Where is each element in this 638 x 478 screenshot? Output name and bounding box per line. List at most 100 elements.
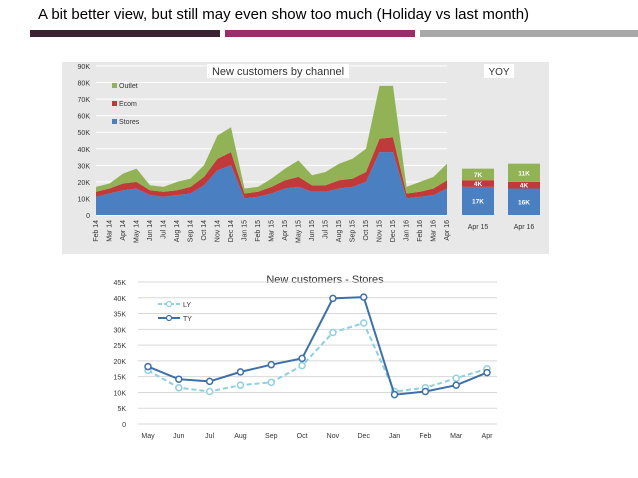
x-tick-label: Sep 15 <box>350 220 357 242</box>
x-tick-label: Oct 15 <box>363 220 370 241</box>
legend-marker-ly <box>165 300 173 308</box>
x-tick-label: Feb 16 <box>417 220 424 242</box>
y-tick-label: 45K <box>114 280 127 287</box>
yoy-bar-label: 4K <box>474 181 483 188</box>
chart-title-box <box>484 64 514 78</box>
x-tick-label: Apr 14 <box>120 220 127 241</box>
x-tick-label: May <box>141 433 155 440</box>
x-tick-label: Apr 16 <box>444 220 451 241</box>
yoy-bar-label: 7K <box>474 172 483 179</box>
legend-label-ty: TY <box>183 316 192 323</box>
yoy-bar-label: 16K <box>518 199 530 206</box>
x-tick-label: Aug 15 <box>336 220 343 242</box>
divider-segment-dark <box>30 30 220 37</box>
legend-label-ly: LY <box>183 302 191 309</box>
y-tick-label: 35K <box>114 312 127 319</box>
yoy-bar-label: 17K <box>472 198 484 205</box>
y-tick-label: 20K <box>78 180 91 187</box>
x-tick-label: May 15 <box>296 220 303 243</box>
data-point-ly <box>267 378 276 387</box>
y-tick-label: 10K <box>78 196 91 203</box>
data-point-ty <box>452 381 460 389</box>
x-tick-label: Sep 14 <box>188 220 195 242</box>
chart-title: New customers - Stores <box>266 274 384 286</box>
y-tick-label: 70K <box>78 97 91 104</box>
x-tick-label: Jul 14 <box>161 220 168 239</box>
x-tick-label: Jan <box>389 433 400 440</box>
data-point-ly <box>298 361 306 370</box>
x-tick-label: Feb 15 <box>255 220 262 242</box>
x-tick-label: Dec 14 <box>228 220 235 242</box>
x-tick-label: Mar 15 <box>269 220 276 242</box>
divider-segment-gray <box>420 30 638 37</box>
x-tick-label: Oct 14 <box>201 220 208 241</box>
y-tick-label: 15K <box>114 375 127 382</box>
area-series-outlet <box>96 85 447 194</box>
yoy-bar-ecom <box>462 180 494 187</box>
x-tick-label: Mar 16 <box>431 220 438 242</box>
y-tick-label: 0 <box>122 422 126 429</box>
data-point-ty <box>359 293 368 301</box>
y-tick-label: 80K <box>78 81 91 88</box>
chart-background <box>456 62 549 254</box>
y-tick-label: 30K <box>114 327 127 334</box>
x-tick-label: Dec 15 <box>390 220 397 242</box>
x-tick-label: Apr 15 <box>282 220 289 241</box>
data-point-ty <box>483 368 491 377</box>
yoy-bar-stores <box>508 188 540 215</box>
x-tick-label: Aug <box>234 433 247 440</box>
chart-title-box <box>207 64 349 78</box>
x-tick-label: Dec <box>358 433 371 440</box>
x-tick-label: Apr 16 <box>514 224 535 231</box>
y-tick-label: 25K <box>114 343 127 350</box>
x-tick-label: Oct <box>297 433 308 440</box>
x-tick-label: Jun 14 <box>147 220 154 241</box>
data-point-ly <box>359 319 368 327</box>
data-point-ty <box>267 360 276 369</box>
data-point-ty <box>298 354 306 363</box>
data-point-ty <box>390 390 399 399</box>
data-point-ty <box>175 375 183 383</box>
title-divider <box>30 30 638 37</box>
y-tick-label: 40K <box>114 296 127 303</box>
yoy-bar-chart: YOY 17K 4K 7K Apr 15 16K 4K 11K Apr 16 <box>456 62 549 254</box>
data-point-ty <box>236 368 245 376</box>
channel-area-chart: 0 10K 20K 30K 40K 50K 60K 70K 80K 90K Feb 14 Mar 1… <box>62 62 457 254</box>
legend-label-ecom: Ecom <box>119 101 137 108</box>
x-tick-label: Mar 14 <box>107 220 114 242</box>
area-series-stores <box>96 152 447 215</box>
legend-swatch-outlet <box>112 83 117 88</box>
data-point-ty <box>329 294 337 303</box>
data-point-ly <box>175 383 183 392</box>
x-tick-label: Aug 14 <box>174 220 181 242</box>
area-series-ecom <box>96 137 447 199</box>
data-point-ty <box>421 387 430 396</box>
x-tick-label: Apr <box>482 433 494 440</box>
yoy-bar-label: 11K <box>518 170 530 177</box>
x-tick-label: Feb <box>419 433 431 440</box>
legend-swatch-stores <box>112 119 117 124</box>
x-tick-label: Jun <box>173 433 184 440</box>
yoy-bar-stores <box>462 186 494 215</box>
y-tick-label: 90K <box>78 64 91 71</box>
x-tick-label: Sep <box>265 433 278 440</box>
line-series-ty <box>147 296 488 396</box>
x-tick-label: Apr 15 <box>468 224 489 231</box>
data-point-ly <box>329 328 337 337</box>
x-tick-label: Nov 14 <box>215 220 222 242</box>
x-tick-label: May 14 <box>134 220 141 243</box>
y-tick-label: 60K <box>78 114 91 121</box>
legend-label-stores: Stores <box>119 119 140 126</box>
data-point-ty <box>144 362 152 371</box>
yoy-bar-outlet <box>462 168 494 181</box>
chart-title: New customers by channel <box>212 66 344 78</box>
y-tick-label: 10K <box>114 390 127 397</box>
chart-title: YOY <box>488 67 509 78</box>
yoy-bar-ecom <box>508 181 540 189</box>
data-point-ly <box>236 381 245 389</box>
data-point-ty <box>205 377 214 386</box>
slide-title: A bit better view, but still may even sh… <box>38 6 530 23</box>
y-tick-label: 0 <box>86 213 90 220</box>
line-series-ly <box>147 321 488 393</box>
legend-label-outlet: Outlet <box>119 83 138 90</box>
